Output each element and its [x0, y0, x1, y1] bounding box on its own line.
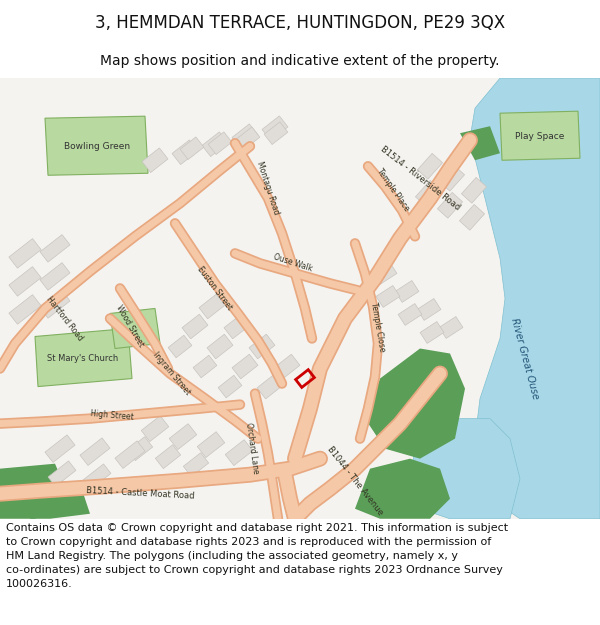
Polygon shape — [249, 334, 275, 359]
Polygon shape — [45, 435, 75, 462]
Polygon shape — [9, 267, 41, 296]
Text: Temple Place: Temple Place — [375, 168, 411, 213]
Polygon shape — [262, 116, 288, 141]
Polygon shape — [155, 445, 181, 469]
Polygon shape — [418, 153, 443, 179]
Text: Temple Close: Temple Close — [369, 301, 387, 352]
Text: Wood Street: Wood Street — [115, 304, 146, 349]
Polygon shape — [40, 262, 70, 290]
Text: High Street: High Street — [90, 409, 134, 422]
Polygon shape — [365, 349, 465, 459]
Text: Map shows position and indicative extent of the property.: Map shows position and indicative extent… — [100, 54, 500, 68]
Polygon shape — [461, 177, 487, 203]
Text: River Great Ouse: River Great Ouse — [509, 317, 541, 400]
Polygon shape — [398, 304, 422, 326]
Text: Contains OS data © Crown copyright and database right 2021. This information is : Contains OS data © Crown copyright and d… — [6, 522, 508, 589]
Polygon shape — [420, 322, 444, 343]
Text: Orchard Lane: Orchard Lane — [244, 422, 260, 475]
Polygon shape — [168, 335, 192, 357]
Polygon shape — [115, 441, 145, 468]
Polygon shape — [199, 294, 225, 319]
Polygon shape — [40, 234, 70, 262]
Polygon shape — [202, 132, 228, 156]
Text: Montagu Road: Montagu Road — [255, 161, 281, 216]
Polygon shape — [141, 416, 169, 441]
Polygon shape — [0, 78, 600, 519]
Text: Play Space: Play Space — [515, 132, 565, 141]
Text: 3, HEMMDAN TERRACE, HUNTINGDON, PE29 3QX: 3, HEMMDAN TERRACE, HUNTINGDON, PE29 3QX — [95, 14, 505, 32]
Polygon shape — [9, 294, 41, 324]
Polygon shape — [232, 124, 258, 149]
Polygon shape — [142, 148, 168, 173]
Text: B1044 - The Avenue: B1044 - The Avenue — [325, 444, 385, 517]
Text: Euston Street: Euston Street — [196, 265, 234, 312]
Polygon shape — [35, 329, 132, 386]
Polygon shape — [208, 132, 232, 154]
Polygon shape — [182, 314, 208, 339]
Polygon shape — [224, 314, 250, 339]
Polygon shape — [83, 464, 111, 489]
Polygon shape — [127, 437, 152, 461]
Polygon shape — [45, 116, 148, 175]
Text: Ingram Street: Ingram Street — [151, 350, 193, 397]
Polygon shape — [415, 181, 440, 206]
Polygon shape — [236, 127, 260, 149]
Polygon shape — [437, 192, 463, 218]
Polygon shape — [274, 354, 300, 379]
Polygon shape — [417, 299, 441, 321]
Polygon shape — [232, 354, 258, 379]
Polygon shape — [355, 459, 450, 519]
Polygon shape — [180, 137, 204, 159]
Polygon shape — [48, 461, 76, 486]
Text: Ouse Walk: Ouse Walk — [272, 252, 314, 273]
Polygon shape — [193, 355, 217, 378]
Polygon shape — [218, 375, 242, 398]
Polygon shape — [80, 438, 110, 466]
Polygon shape — [500, 111, 580, 160]
Text: B1514 - Castle Moat Road: B1514 - Castle Moat Road — [86, 486, 194, 501]
Polygon shape — [373, 262, 397, 284]
Polygon shape — [470, 78, 600, 519]
Polygon shape — [395, 281, 419, 302]
Polygon shape — [257, 374, 283, 399]
Polygon shape — [439, 317, 463, 338]
Polygon shape — [184, 452, 209, 477]
Polygon shape — [172, 140, 198, 164]
Polygon shape — [225, 440, 253, 466]
Polygon shape — [376, 286, 400, 308]
Polygon shape — [9, 239, 41, 268]
Polygon shape — [439, 166, 464, 191]
Polygon shape — [110, 309, 160, 349]
Text: B1514 - Riverside Road: B1514 - Riverside Road — [379, 144, 461, 212]
Polygon shape — [197, 432, 225, 457]
Polygon shape — [460, 204, 485, 230]
Text: St Mary's Church: St Mary's Church — [47, 354, 119, 363]
Polygon shape — [410, 419, 520, 519]
Polygon shape — [460, 126, 500, 160]
Polygon shape — [169, 424, 197, 449]
Polygon shape — [264, 122, 288, 144]
Polygon shape — [0, 464, 70, 519]
Polygon shape — [30, 484, 90, 519]
Polygon shape — [207, 334, 233, 359]
Text: Bowling Green: Bowling Green — [64, 142, 130, 151]
Polygon shape — [40, 291, 70, 318]
Text: Hartford Road: Hartford Road — [45, 294, 85, 343]
